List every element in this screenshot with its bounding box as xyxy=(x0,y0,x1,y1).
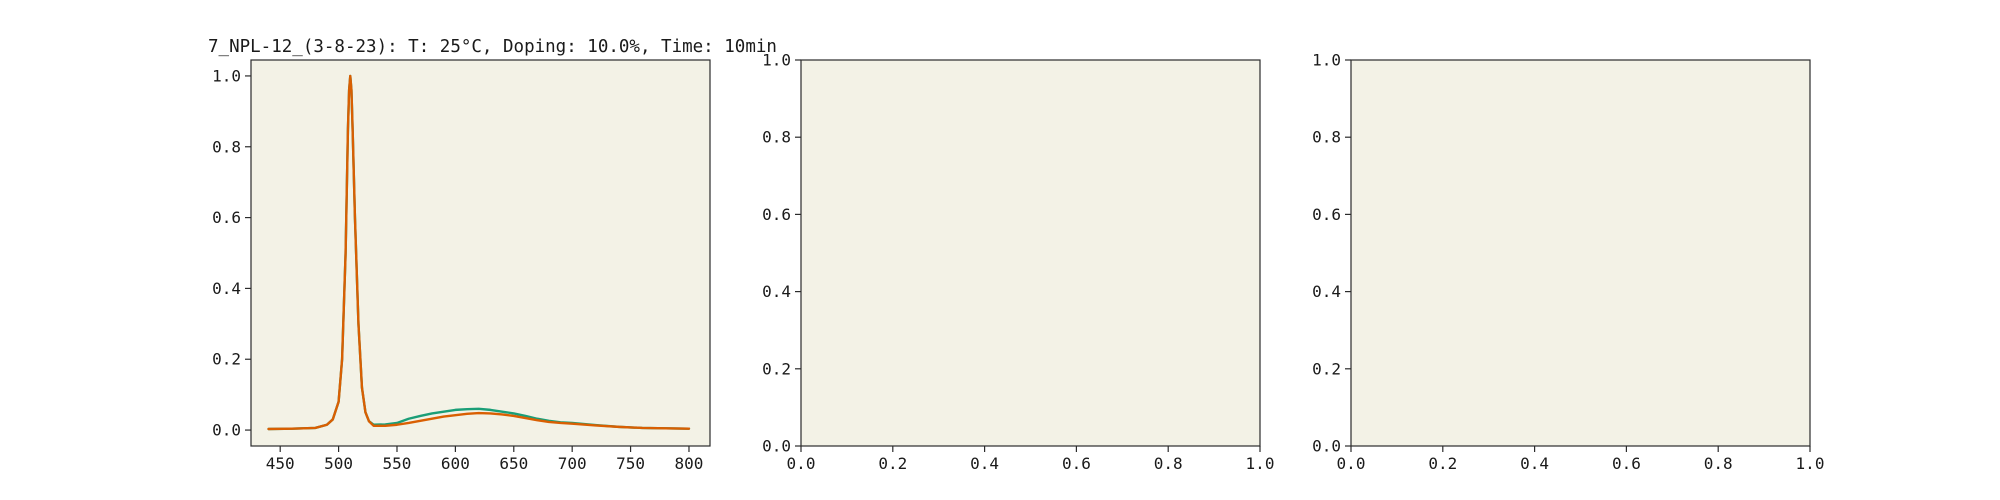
x-tick-label: 1.0 xyxy=(1246,454,1275,473)
y-tick-label: 0.8 xyxy=(1312,128,1341,147)
axes-3-background xyxy=(1350,59,1811,447)
y-tick-label: 0.2 xyxy=(1312,359,1341,378)
y-tick-label: 0.4 xyxy=(1312,282,1341,301)
axes-2-y-ticks: 0.0 0.2 0.4 0.6 0.8 1.0 xyxy=(762,51,801,456)
x-tick-label: 600 xyxy=(441,454,470,473)
y-tick-label: 0.0 xyxy=(762,437,791,456)
x-tick-label: 0.6 xyxy=(1062,454,1091,473)
x-tick-label: 1.0 xyxy=(1796,454,1825,473)
y-tick-label: 0.0 xyxy=(212,421,241,440)
y-tick-label: 0.8 xyxy=(762,128,791,147)
x-tick-label: 0.4 xyxy=(1520,454,1549,473)
x-tick-label: 650 xyxy=(499,454,528,473)
series-line-2 xyxy=(267,74,691,431)
y-tick-label: 0.6 xyxy=(1312,205,1341,224)
x-tick-label: 550 xyxy=(383,454,412,473)
subplot-1: 7_NPL-12_(3-8-23): T: 25°C, Doping: 10.0… xyxy=(208,37,777,473)
y-tick-label: 1.0 xyxy=(1312,51,1341,70)
axes-1-series xyxy=(267,74,691,431)
y-tick-label: 0.2 xyxy=(212,350,241,369)
axes-2-background xyxy=(800,59,1261,447)
x-tick-label: 0.6 xyxy=(1612,454,1641,473)
y-tick-label: 0.0 xyxy=(1312,437,1341,456)
y-tick-label: 0.6 xyxy=(212,208,241,227)
x-tick-label: 0.8 xyxy=(1154,454,1183,473)
subplot-2: 0.0 0.2 0.4 0.6 0.8 1.0 0.0 0.2 0.4 0.6 0.8 1.0 xyxy=(762,51,1274,474)
axes-3-x-ticks: 0.0 0.2 0.4 0.6 0.8 1.0 xyxy=(1337,446,1825,473)
x-tick-label: 500 xyxy=(324,454,353,473)
axes-1-y-ticks: 0.0 0.2 0.4 0.6 0.8 1.0 xyxy=(212,66,251,440)
axes-1-x-ticks: 450 500 550 600 650 700 750 800 xyxy=(266,446,704,473)
x-tick-label: 750 xyxy=(616,454,645,473)
x-tick-label: 0.0 xyxy=(787,454,816,473)
x-tick-label: 0.0 xyxy=(1337,454,1366,473)
axes-1-background xyxy=(250,59,711,447)
y-tick-label: 0.8 xyxy=(212,137,241,156)
x-tick-label: 450 xyxy=(266,454,295,473)
axes-2-x-ticks: 0.0 0.2 0.4 0.6 0.8 1.0 xyxy=(787,446,1275,473)
x-tick-label: 800 xyxy=(675,454,704,473)
y-tick-label: 0.4 xyxy=(762,282,791,301)
axes-3-y-ticks: 0.0 0.2 0.4 0.6 0.8 1.0 xyxy=(1312,51,1351,456)
x-tick-label: 700 xyxy=(558,454,587,473)
subplot-3: 0.0 0.2 0.4 0.6 0.8 1.0 0.0 0.2 0.4 0.6 0.8 1.0 xyxy=(1312,51,1824,474)
y-tick-label: 1.0 xyxy=(762,51,791,70)
x-tick-label: 0.8 xyxy=(1704,454,1733,473)
x-tick-label: 0.2 xyxy=(1428,454,1457,473)
x-tick-label: 0.2 xyxy=(878,454,907,473)
y-tick-label: 0.4 xyxy=(212,279,241,298)
x-tick-label: 0.4 xyxy=(970,454,999,473)
y-tick-label: 0.6 xyxy=(762,205,791,224)
axes-1-title: 7_NPL-12_(3-8-23): T: 25°C, Doping: 10.0… xyxy=(208,37,777,57)
y-tick-label: 0.2 xyxy=(762,359,791,378)
y-tick-label: 1.0 xyxy=(212,66,241,85)
